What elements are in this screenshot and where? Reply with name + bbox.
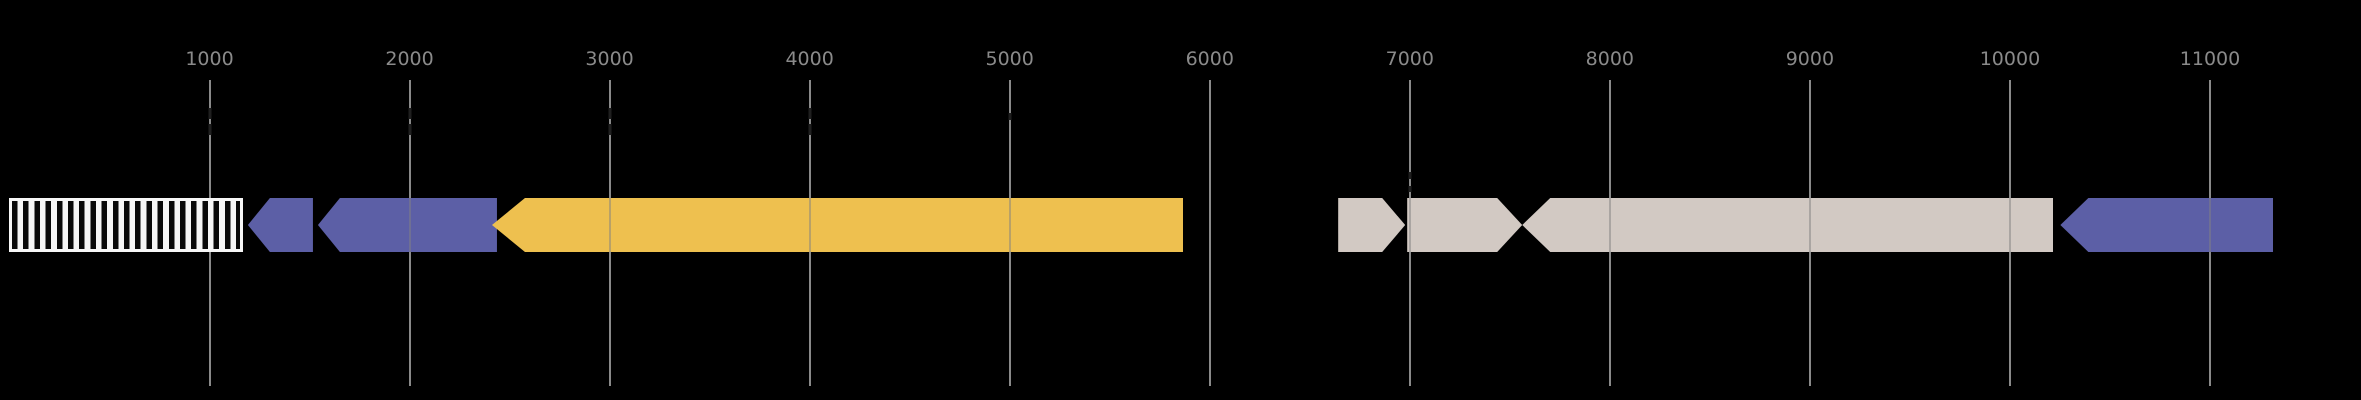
axis-tick-label: 7000 [1385, 48, 1434, 70]
gridline-dash-mark [1408, 186, 1412, 192]
axis-tick-label: 9000 [1785, 48, 1835, 70]
gene-feature-hatched [9, 198, 243, 252]
axis-tick-label: 10000 [1979, 48, 2041, 70]
gridline-seam [2008, 198, 2011, 252]
gridline-dash-mark [1008, 113, 1012, 120]
gridline-dash-mark [808, 108, 812, 119]
gridline-seam [608, 198, 611, 252]
axis-tick-label: 11000 [2179, 48, 2241, 70]
gene-arrow-reverse [2060, 198, 2274, 252]
gridline-seam [808, 198, 811, 252]
gridline-seam [1808, 198, 1811, 252]
gridline-seam [1008, 198, 1011, 252]
gridline-dash-mark [608, 108, 612, 119]
axis-tick-label: 5000 [985, 48, 1034, 70]
axis-tick-label: 6000 [1185, 48, 1234, 70]
gene-arrow-reverse [491, 198, 1184, 252]
axis-tick-label: 3000 [585, 48, 634, 70]
gridline-seam [2209, 198, 2211, 252]
gridline-dash-mark [808, 124, 812, 135]
axis-tick-label: 2000 [385, 48, 434, 70]
gridline-seam [408, 198, 411, 252]
axis-tick-label: 8000 [1585, 48, 1635, 70]
gridline-dash-mark [408, 124, 412, 135]
gridline-dash-mark [608, 124, 612, 135]
gridline-dash-mark [1408, 172, 1412, 179]
gridline-dash-mark [208, 124, 211, 135]
axis-gridline-6000 [1208, 80, 1211, 386]
gridline-seam [1608, 198, 1611, 252]
hatch-stripes [12, 201, 240, 249]
gridline-seam [1408, 198, 1411, 252]
axis-tick-label: 1000 [185, 48, 234, 70]
gridline-dash-mark [408, 108, 412, 119]
gene-arrow-reverse [317, 198, 497, 252]
gene-arrow-forward [1407, 198, 1522, 252]
axis-tick-label: 4000 [785, 48, 834, 70]
gridline-dash-mark [208, 108, 211, 119]
